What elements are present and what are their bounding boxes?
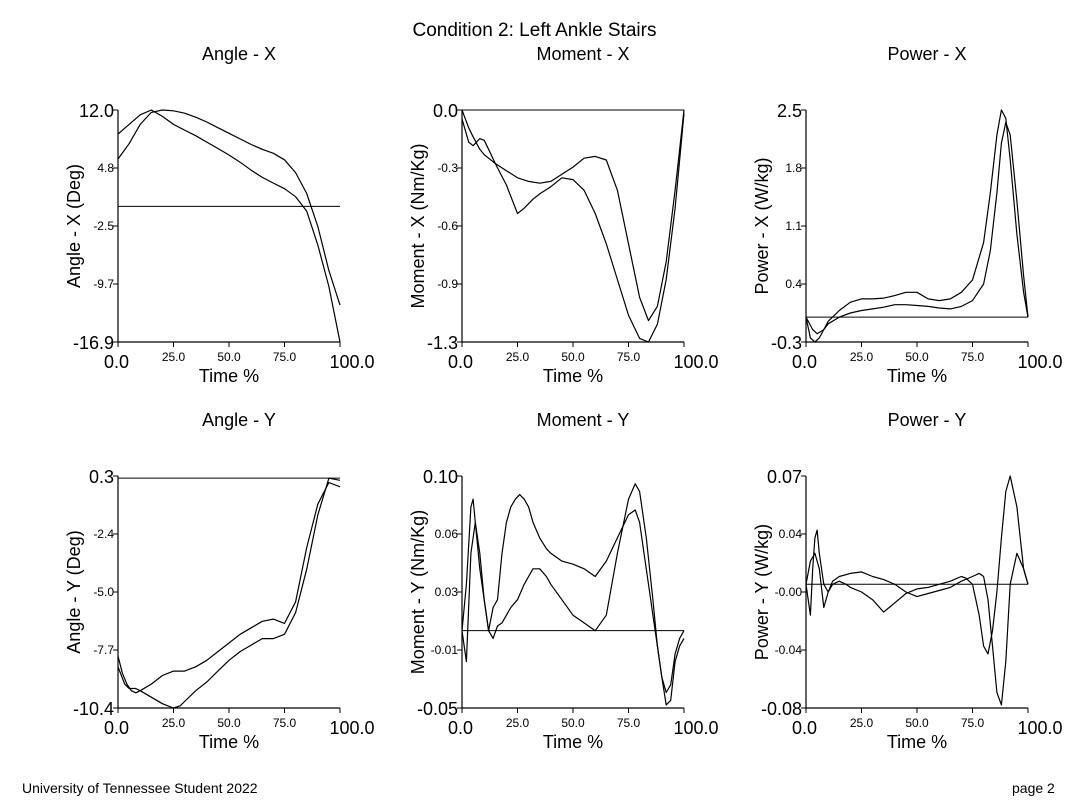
panel-3-y-tick-label: 1.1	[785, 219, 802, 233]
panel-4-series-2-line	[117, 481, 341, 694]
panel-5-x-tick-label: 75.0	[617, 716, 641, 730]
panel-6-series-2-line	[805, 475, 1029, 655]
panel-2-x-tick-label: 100.0	[673, 352, 718, 372]
panel-4-x-axis-label: Time %	[199, 732, 259, 752]
panel-3-x-tick-label: 50.0	[905, 350, 929, 364]
panel-1-y-tick-label: 12.0	[79, 101, 114, 121]
panel-4-x-tick-label: 75.0	[273, 716, 297, 730]
panel-2-title: Moment - X	[536, 44, 629, 64]
panel-5-series-2-line	[461, 483, 685, 694]
panel-3-x-tick-label: 75.0	[961, 350, 985, 364]
panel-5-x-tick-label: 25.0	[506, 716, 530, 730]
panel-4-x-tick-label: 25.0	[162, 716, 186, 730]
panel-1-y-tick-label: -16.9	[73, 333, 114, 353]
panel-1-y-tick-label: 4.8	[97, 161, 114, 175]
panel-3-y-tick-label: 0.4	[785, 277, 802, 291]
panel-1-series-2-line	[117, 109, 341, 306]
panel-3-series-2-line	[805, 121, 1029, 335]
panel-2-series-2-line	[461, 109, 685, 322]
panel-2-y-tick-label: -0.3	[437, 161, 458, 175]
panel-5-y-tick-label: -0.05	[417, 699, 458, 719]
figure-title: Condition 2: Left Ankle Stairs	[412, 20, 657, 41]
panel-2-y-tick-label: -1.3	[427, 333, 458, 353]
panel-2-y-tick-label: -0.9	[437, 277, 458, 291]
panel-5-title: Moment - Y	[537, 410, 630, 430]
panel-6-x-tick-label: 50.0	[905, 716, 929, 730]
panel-6-y-axis-label: Power - Y (W/kg)	[752, 524, 772, 660]
panel-6-title: Power - Y	[888, 410, 967, 430]
panel-3-y-tick-label: 1.8	[785, 161, 802, 175]
panel-4-series-1-line	[117, 477, 341, 709]
panel-3-x-tick-label: 100.0	[1017, 352, 1062, 372]
panel-5-x-axis-label: Time %	[543, 732, 603, 752]
footer-institution: University of Tennessee Student 2022	[22, 780, 258, 796]
panel-3-y-tick-label: 2.5	[777, 101, 802, 121]
panel-2-y-tick-label: -0.6	[437, 219, 458, 233]
panel-5-y-tick-label: 0.03	[435, 585, 459, 599]
panel-1-x-tick-label: 0.0	[104, 352, 129, 372]
panel-5-y-tick-label: -0.01	[431, 643, 459, 657]
panel-6-y-tick-label: -0.08	[761, 699, 802, 719]
panel-3-x-axis-label: Time %	[887, 366, 947, 386]
panel-6-y-tick-label: 0.07	[767, 467, 802, 487]
panel-4-x-tick-label: 50.0	[217, 716, 241, 730]
panel-1-x-tick-label: 25.0	[162, 350, 186, 364]
panel-6-x-tick-label: 0.0	[792, 718, 817, 738]
panel-3-y-axis-label: Power - X (W/kg)	[752, 157, 772, 294]
panel-2-x-tick-label: 75.0	[617, 350, 641, 364]
panel-1-y-tick-label: -2.5	[93, 219, 114, 233]
panel-6-y-tick-label: -0.04	[775, 643, 803, 657]
panel-2-y-tick-label: 0.0	[433, 101, 458, 121]
footer-page-number: page 2	[1012, 780, 1055, 796]
panel-2-x-axis-label: Time %	[543, 366, 603, 386]
panel-6-y-tick-label: 0.04	[779, 527, 803, 541]
panel-1-x-tick-label: 100.0	[329, 352, 374, 372]
panel-4-y-tick-label: -10.4	[73, 699, 114, 719]
panel-6-series-1-line	[805, 529, 1029, 706]
panel-5-x-tick-label: 0.0	[448, 718, 473, 738]
panel-1-title: Angle - X	[202, 44, 276, 64]
panel-1-x-tick-label: 50.0	[217, 350, 241, 364]
panel-6-x-tick-label: 25.0	[850, 716, 874, 730]
panel-2-series-1-line	[461, 113, 685, 343]
panel-1-series-1-line	[117, 109, 341, 343]
panel-3-x-tick-label: 0.0	[792, 352, 817, 372]
panel-2-x-tick-label: 50.0	[561, 350, 585, 364]
panel-3-title: Power - X	[887, 44, 966, 64]
panel-1-x-tick-label: 75.0	[273, 350, 297, 364]
panel-4-y-tick-label: -5.0	[93, 585, 114, 599]
panel-6-y-tick-label: -0.00	[775, 585, 803, 599]
panel-4-y-axis-label: Angle - Y (Deg)	[64, 530, 84, 653]
panel-6-x-axis-label: Time %	[887, 732, 947, 752]
panel-5-y-tick-label: 0.10	[423, 467, 458, 487]
panel-3-series-1-line	[805, 109, 1029, 343]
panel-4-title: Angle - Y	[202, 410, 276, 430]
panel-3-y-tick-label: -0.3	[771, 333, 802, 353]
panel-6-x-tick-label: 100.0	[1017, 718, 1062, 738]
panel-4-y-tick-label: -2.4	[93, 527, 114, 541]
panel-5-y-tick-label: 0.06	[435, 527, 459, 541]
panel-6-x-tick-label: 75.0	[961, 716, 985, 730]
panel-5-x-tick-label: 50.0	[561, 716, 585, 730]
panel-2-x-tick-label: 25.0	[506, 350, 530, 364]
panel-1-y-tick-label: -9.7	[93, 277, 114, 291]
panel-2-y-axis-label: Moment - X (Nm/Kg)	[408, 143, 428, 308]
panel-1-x-axis-label: Time %	[199, 366, 259, 386]
panel-3-x-tick-label: 25.0	[850, 350, 874, 364]
panel-4-x-tick-label: 100.0	[329, 718, 374, 738]
panel-4-y-tick-label: -7.7	[93, 643, 114, 657]
panel-1-y-axis-label: Angle - X (Deg)	[64, 164, 84, 288]
panel-5-series-1-line	[461, 494, 685, 706]
panel-5-x-tick-label: 100.0	[673, 718, 718, 738]
panel-5-y-axis-label: Moment - Y (Nm/Kg)	[408, 510, 428, 674]
panel-2-x-tick-label: 0.0	[448, 352, 473, 372]
panel-4-y-tick-label: 0.3	[89, 467, 114, 487]
panel-4-x-tick-label: 0.0	[104, 718, 129, 738]
